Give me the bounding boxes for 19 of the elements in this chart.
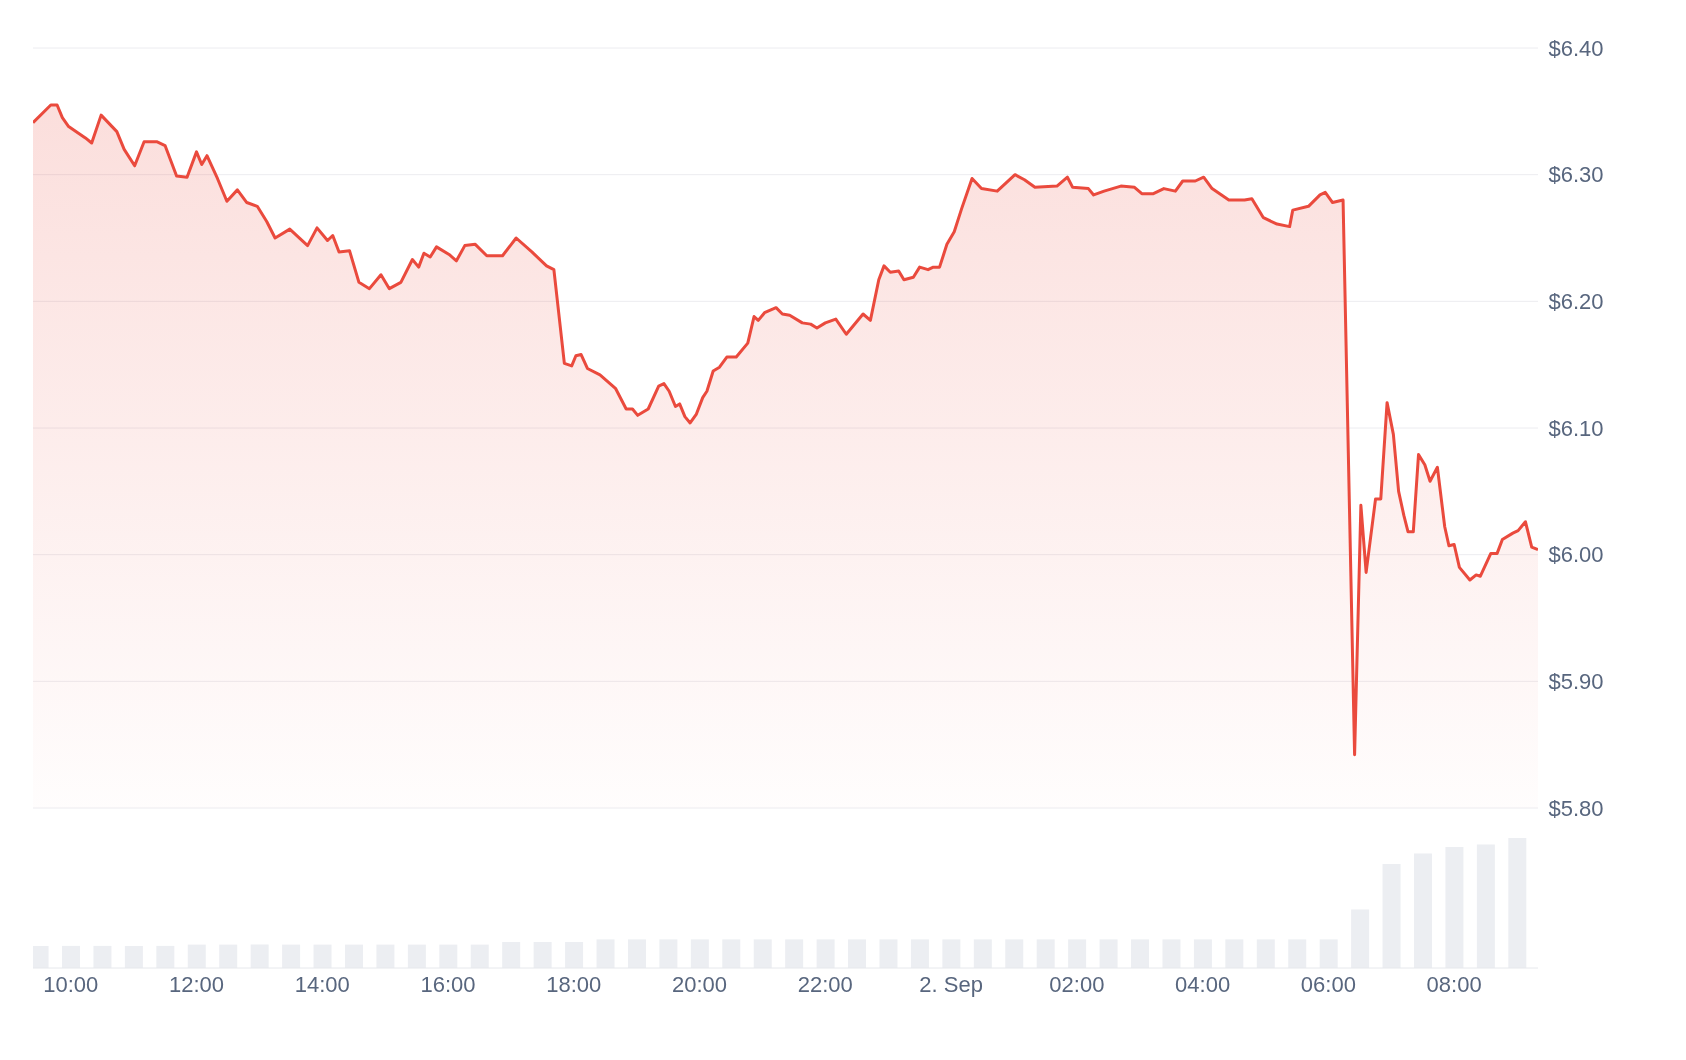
x-tick-label: 08:00: [1426, 971, 1482, 997]
x-tick-label: 02:00: [1049, 971, 1105, 997]
x-tick-label: 22:00: [797, 971, 853, 997]
x-tick-label: 10:00: [43, 971, 99, 997]
y-tick-label: $6.10: [1548, 415, 1604, 441]
y-tick-label: $6.20: [1548, 289, 1604, 315]
y-tick-label: $6.00: [1548, 542, 1604, 568]
x-tick-label: 12:00: [168, 971, 225, 997]
x-tick-label: 18:00: [546, 971, 602, 997]
x-tick-label: 14:00: [294, 971, 350, 997]
x-tick-label: 2. Sep: [919, 971, 983, 997]
x-tick-label: 06:00: [1300, 971, 1356, 997]
y-tick-label: $5.80: [1548, 795, 1604, 821]
y-tick-label: $6.40: [1548, 35, 1604, 61]
x-tick-label: 16:00: [420, 971, 476, 997]
x-tick-label: 04:00: [1175, 971, 1231, 997]
x-tick-label: 20:00: [672, 971, 728, 997]
y-tick-label: $5.90: [1548, 669, 1604, 695]
y-tick-label: $6.30: [1548, 162, 1604, 188]
